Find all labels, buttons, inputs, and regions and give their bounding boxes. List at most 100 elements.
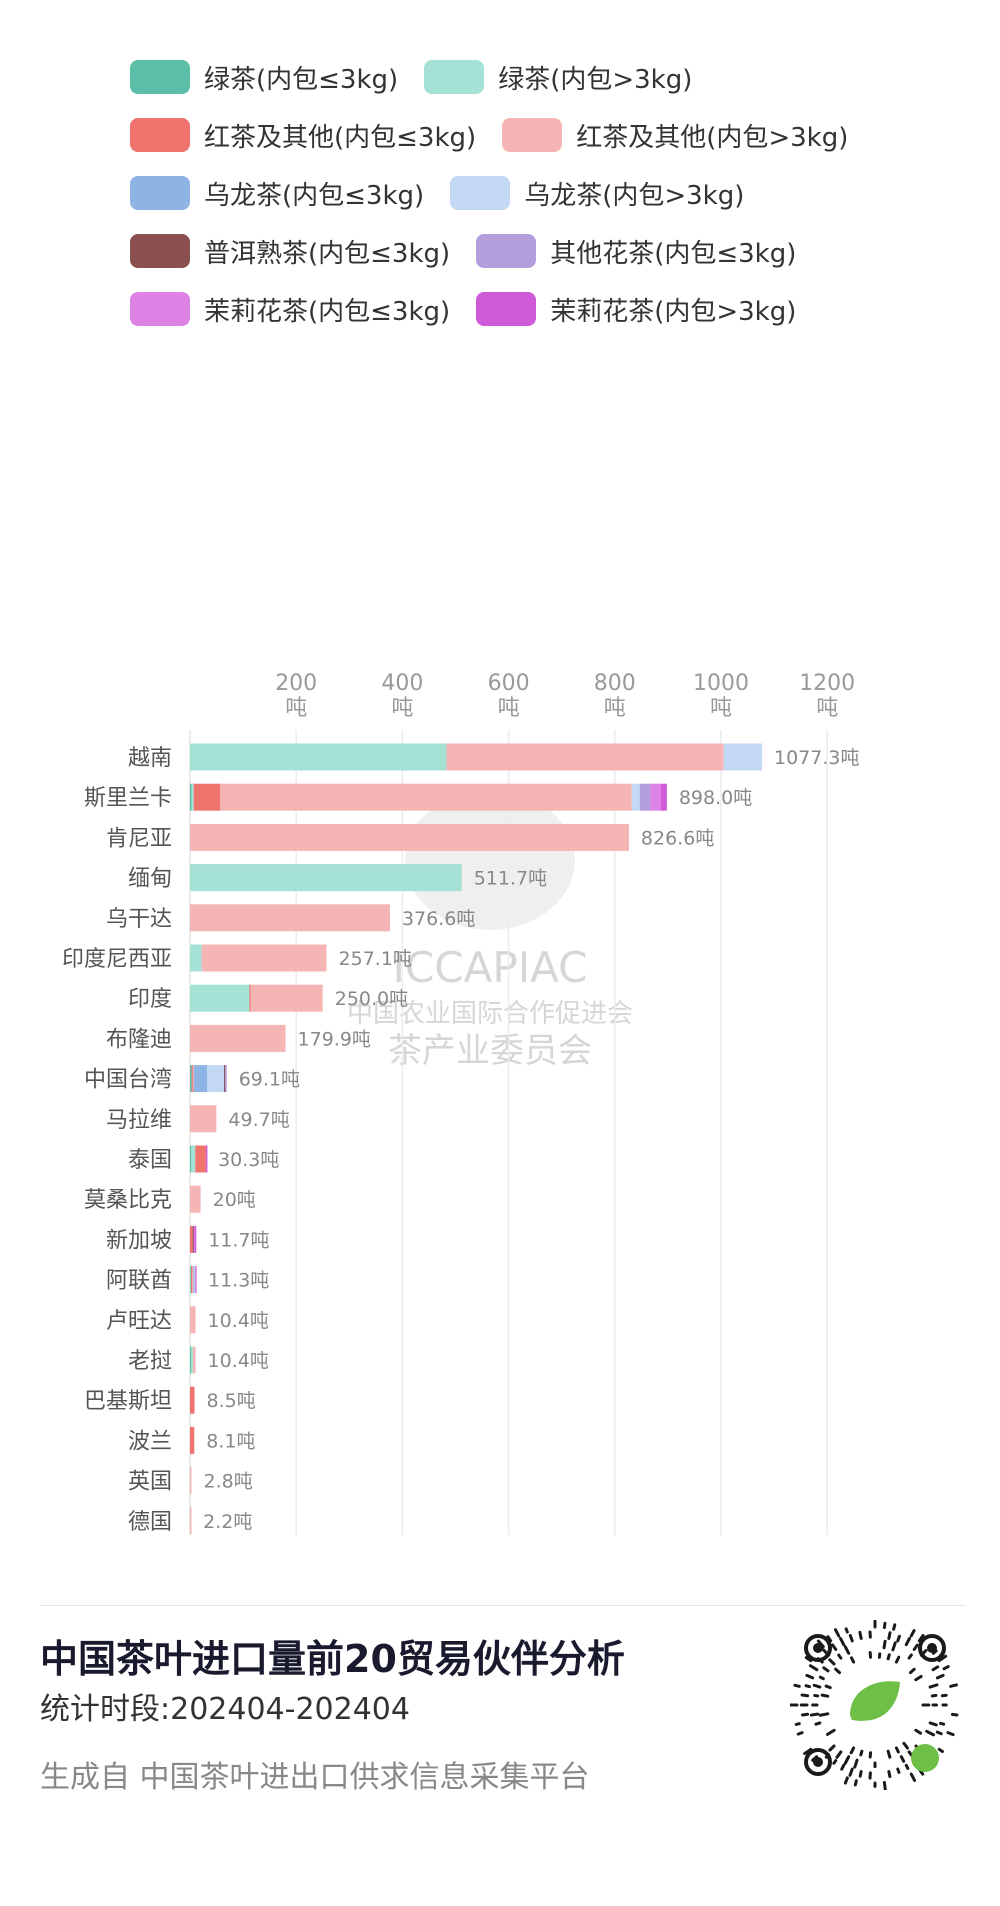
bar-segment[interactable] <box>190 1386 195 1414</box>
bar-segment[interactable] <box>190 1467 192 1495</box>
legend-swatch <box>130 176 190 210</box>
bar-segment[interactable] <box>192 1346 196 1374</box>
legend-label: 茉莉花茶(内包>3kg) <box>550 296 797 327</box>
bar-segment[interactable] <box>191 1145 196 1173</box>
bar-segment[interactable] <box>191 783 194 811</box>
bar-segment[interactable] <box>631 783 640 811</box>
bar-segment[interactable] <box>193 1266 196 1294</box>
bar-segment[interactable] <box>190 1145 192 1173</box>
bar-segment[interactable] <box>723 743 763 771</box>
legend-item[interactable]: 茉莉花茶(内包>3kg) <box>476 291 796 328</box>
bar-segment[interactable] <box>201 944 327 972</box>
bar-segment[interactable] <box>190 984 250 1012</box>
qr-dot <box>935 1730 943 1736</box>
bar-segment[interactable] <box>193 783 221 811</box>
category-label: 斯里兰卡 <box>84 786 172 811</box>
category-label: 印度尼西亚 <box>62 947 172 972</box>
bar-segment[interactable] <box>190 1346 192 1374</box>
bar-segment[interactable] <box>190 783 192 811</box>
bar-segment[interactable] <box>225 1065 227 1093</box>
qr-dot <box>891 1641 897 1652</box>
legend-swatch <box>450 176 511 210</box>
bar-segment[interactable] <box>192 1225 195 1253</box>
qr-dot <box>892 1623 897 1631</box>
category-label: 英国 <box>128 1470 172 1495</box>
bar-segment[interactable] <box>190 864 462 892</box>
category-label: 中国台湾 <box>84 1068 172 1093</box>
legend-item[interactable]: 乌龙茶(内包≤3kg) <box>130 175 424 212</box>
qr-dot <box>887 1631 892 1640</box>
footer-period: 统计时段:202404-202404 <box>40 1692 410 1727</box>
bar-segment[interactable] <box>190 1225 193 1253</box>
bar-segment[interactable] <box>191 1065 194 1093</box>
bar-segment[interactable] <box>223 1065 226 1093</box>
bar-segment[interactable] <box>190 1065 192 1093</box>
qr-dot <box>942 1665 950 1671</box>
qr-dot <box>835 1750 843 1759</box>
qr-dot <box>796 1731 804 1736</box>
qr-dot <box>896 1634 901 1643</box>
bar-segment[interactable] <box>190 1185 201 1213</box>
qr-dot <box>820 1693 830 1698</box>
qr-code-icon[interactable] <box>790 1620 960 1790</box>
bar-segment[interactable] <box>639 783 651 811</box>
bar-segment[interactable] <box>195 1266 197 1294</box>
bar-segment[interactable] <box>190 1507 192 1535</box>
qr-dot <box>937 1654 948 1663</box>
qr-finder-center <box>813 1643 823 1653</box>
bar-segment[interactable] <box>446 743 724 771</box>
legend-item[interactable]: 红茶及其他(内包>3kg) <box>502 117 848 154</box>
legend-item[interactable]: 乌龙茶(内包>3kg) <box>450 175 744 212</box>
legend-item[interactable]: 绿茶(内包>3kg) <box>424 59 692 96</box>
qr-finder <box>918 1634 946 1662</box>
bar-segment[interactable] <box>206 1065 224 1093</box>
qr-dot <box>848 1767 854 1777</box>
bar-segment[interactable] <box>193 1065 207 1093</box>
x-tick-label: 1200 <box>799 671 855 696</box>
value-label: 11.3吨 <box>208 1270 269 1292</box>
bar-segment[interactable] <box>220 783 632 811</box>
bar-segment[interactable] <box>190 823 629 851</box>
legend-item[interactable]: 茉莉花茶(内包≤3kg) <box>130 291 450 328</box>
bar-segment[interactable] <box>650 783 661 811</box>
qr-dot <box>882 1639 887 1650</box>
bar-segment[interactable] <box>193 1225 196 1253</box>
qr-finder-center <box>813 1757 823 1767</box>
bar-segment[interactable] <box>190 743 447 771</box>
bar-segment[interactable] <box>194 1225 197 1253</box>
bar-segment[interactable] <box>190 1426 195 1454</box>
legend-item[interactable]: 其他花茶(内包≤3kg) <box>476 233 796 270</box>
bar-segment[interactable] <box>191 1346 193 1374</box>
bar-segment[interactable] <box>195 1145 206 1173</box>
bar-segment[interactable] <box>190 944 202 972</box>
legend-label: 绿茶(内包>3kg) <box>498 64 693 95</box>
bar-segment[interactable] <box>249 984 251 1012</box>
legend-swatch <box>476 292 537 326</box>
category-label: 阿联酋 <box>106 1269 172 1294</box>
qr-dot <box>826 1728 836 1736</box>
qr-dot <box>793 1683 801 1688</box>
value-label: 20吨 <box>213 1189 256 1211</box>
value-label: 69.1吨 <box>239 1069 300 1091</box>
legend-item[interactable]: 普洱熟茶(内包≤3kg) <box>130 233 450 270</box>
qr-dot <box>928 1683 939 1689</box>
bar-segment[interactable] <box>660 783 667 811</box>
legend-item[interactable]: 绿茶(内包≤3kg) <box>130 59 398 96</box>
legend-label: 红茶及其他(内包>3kg) <box>576 122 849 153</box>
bar-segment[interactable] <box>192 1266 194 1294</box>
bar-segment[interactable] <box>190 1306 196 1334</box>
legend-item[interactable]: 红茶及其他(内包≤3kg) <box>130 117 476 154</box>
category-label: 越南 <box>128 746 172 771</box>
bar-segment[interactable] <box>205 1145 208 1173</box>
qr-dot <box>858 1770 863 1778</box>
qr-dot <box>917 1633 925 1643</box>
bar-segment[interactable] <box>190 1024 286 1052</box>
qr-dot <box>858 1630 863 1640</box>
bar-segment[interactable] <box>190 904 390 932</box>
qr-dot <box>859 1749 864 1757</box>
bar-segment[interactable] <box>250 984 323 1012</box>
bar-segment[interactable] <box>191 1266 193 1294</box>
category-label: 卢旺达 <box>106 1309 172 1334</box>
bar-segment[interactable] <box>190 1105 217 1133</box>
bar-segment[interactable] <box>192 1065 195 1093</box>
